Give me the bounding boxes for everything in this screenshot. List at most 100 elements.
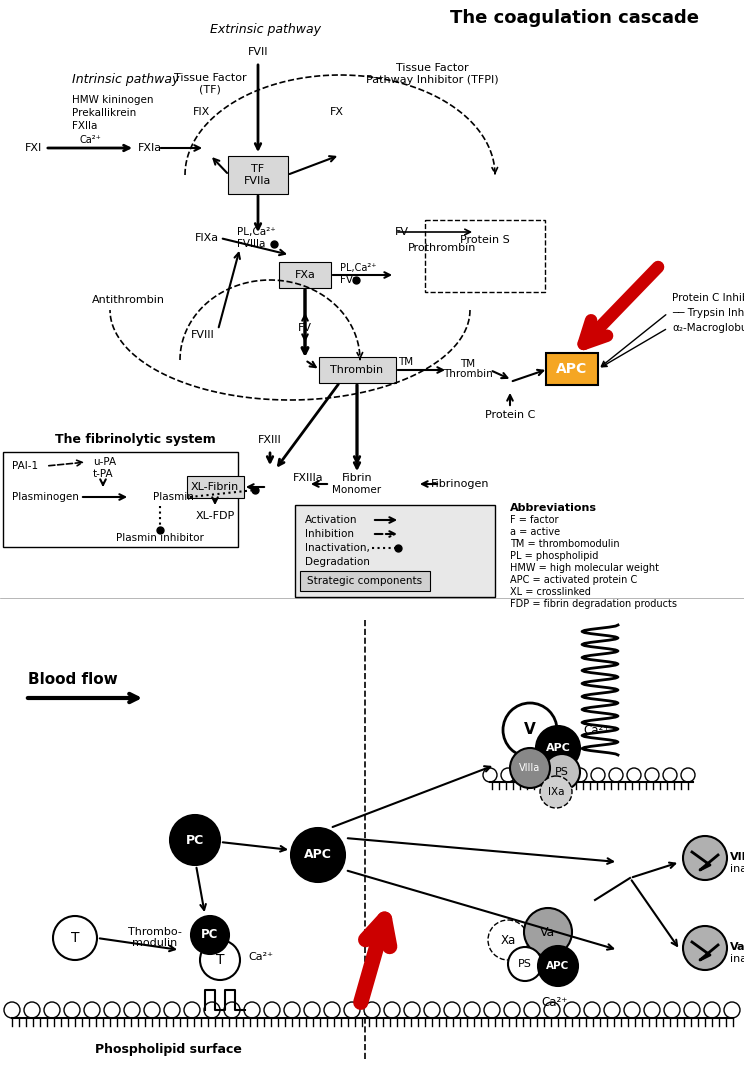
Text: FDP = fibrin degradation products: FDP = fibrin degradation products (510, 599, 677, 610)
Circle shape (540, 776, 572, 808)
Text: FX: FX (330, 108, 344, 117)
Text: PL,Ca²⁺: PL,Ca²⁺ (340, 263, 376, 273)
Text: Degradation: Degradation (305, 557, 370, 567)
Circle shape (224, 1002, 240, 1018)
Text: Plasminogen: Plasminogen (12, 492, 79, 502)
Circle shape (84, 1002, 100, 1018)
Circle shape (573, 768, 587, 782)
Circle shape (704, 1002, 720, 1018)
FancyBboxPatch shape (295, 505, 495, 597)
Text: PL,Ca²⁺: PL,Ca²⁺ (237, 227, 276, 236)
Circle shape (684, 1002, 700, 1018)
FancyBboxPatch shape (425, 220, 545, 292)
Text: Prekallikrein: Prekallikrein (72, 108, 136, 118)
Circle shape (24, 1002, 40, 1018)
Circle shape (64, 1002, 80, 1018)
Text: PC: PC (186, 833, 204, 846)
Text: Fibrin: Fibrin (341, 473, 372, 483)
Text: a = active: a = active (510, 527, 560, 538)
Text: PC: PC (202, 929, 219, 942)
Text: FXa: FXa (295, 270, 315, 280)
Circle shape (324, 1002, 340, 1018)
Text: Antithrombin: Antithrombin (92, 295, 164, 305)
Circle shape (144, 1002, 160, 1018)
Circle shape (536, 726, 580, 770)
Circle shape (164, 1002, 180, 1018)
Text: PS: PS (555, 766, 569, 777)
Text: Intrinsic pathway: Intrinsic pathway (72, 73, 179, 86)
Text: F = factor: F = factor (510, 515, 559, 525)
Text: Ca²⁺: Ca²⁺ (79, 135, 101, 145)
Circle shape (404, 1002, 420, 1018)
Text: Activation: Activation (305, 515, 358, 525)
Text: Ca²⁺: Ca²⁺ (248, 952, 273, 962)
Text: Xa: Xa (501, 933, 516, 946)
Text: FVa: FVa (340, 275, 359, 285)
Text: Protein C: Protein C (485, 410, 535, 420)
Text: (TF): (TF) (199, 85, 221, 95)
Text: FV: FV (395, 227, 409, 236)
Text: T: T (216, 954, 224, 968)
Circle shape (344, 1002, 360, 1018)
FancyBboxPatch shape (318, 357, 396, 383)
Circle shape (604, 1002, 620, 1018)
Text: APC: APC (557, 362, 588, 376)
Circle shape (200, 940, 240, 980)
Text: Thrombin: Thrombin (443, 369, 493, 379)
Text: FVIII: FVIII (191, 330, 215, 340)
Circle shape (44, 1002, 60, 1018)
Text: Monomer: Monomer (333, 485, 382, 494)
Text: TM = thrombomodulin: TM = thrombomodulin (510, 539, 620, 549)
Text: The coagulation cascade: The coagulation cascade (451, 9, 699, 27)
Circle shape (664, 1002, 680, 1018)
Text: APC: APC (304, 848, 332, 861)
Text: TF
FVIIa: TF FVIIa (244, 164, 272, 186)
Circle shape (624, 1002, 640, 1018)
Circle shape (484, 1002, 500, 1018)
Text: Pathway Inhibitor (TFPI): Pathway Inhibitor (TFPI) (366, 75, 498, 85)
Text: Inactivation,: Inactivation, (305, 543, 370, 553)
Text: Ca²⁺: Ca²⁺ (542, 995, 568, 1008)
Text: Plasmin: Plasmin (153, 492, 194, 502)
Circle shape (584, 1002, 600, 1018)
FancyBboxPatch shape (228, 156, 288, 194)
FancyBboxPatch shape (3, 452, 238, 547)
Text: Phospholipid surface: Phospholipid surface (95, 1044, 242, 1057)
Text: V: V (524, 722, 536, 737)
Text: Va: Va (730, 942, 744, 952)
Circle shape (244, 1002, 260, 1018)
Circle shape (384, 1002, 400, 1018)
Circle shape (564, 1002, 580, 1018)
Circle shape (184, 1002, 200, 1018)
Text: modulin: modulin (132, 938, 178, 948)
Circle shape (501, 768, 515, 782)
Circle shape (724, 1002, 740, 1018)
Text: Thrombo-: Thrombo- (128, 927, 182, 937)
Text: Tissue Factor: Tissue Factor (396, 63, 468, 73)
Circle shape (591, 768, 605, 782)
Text: Protein S: Protein S (460, 235, 510, 245)
Text: Thrombin: Thrombin (330, 366, 384, 375)
Text: FV: FV (298, 322, 312, 333)
Text: FXIIIa: FXIIIa (293, 473, 324, 483)
Text: HMW = high molecular weight: HMW = high molecular weight (510, 563, 659, 573)
Text: FVIIIa: FVIIIa (237, 239, 266, 249)
Text: t-PA: t-PA (93, 469, 114, 479)
Text: ── Trypsin Inhibitor: ── Trypsin Inhibitor (672, 309, 744, 318)
Circle shape (683, 836, 727, 880)
Text: PS: PS (518, 959, 532, 969)
Circle shape (53, 916, 97, 960)
Text: α₂-Macroglobulin: α₂-Macroglobulin (672, 322, 744, 333)
Circle shape (609, 768, 623, 782)
Text: APC: APC (546, 961, 570, 971)
Text: APC: APC (545, 743, 571, 752)
Circle shape (544, 1002, 560, 1018)
Circle shape (524, 908, 572, 956)
Circle shape (504, 1002, 520, 1018)
Text: FXIa: FXIa (138, 143, 162, 153)
FancyBboxPatch shape (187, 476, 243, 498)
Circle shape (503, 703, 557, 757)
Text: inactive: inactive (730, 864, 744, 874)
Circle shape (681, 768, 695, 782)
Text: VIIIa: VIIIa (730, 852, 744, 862)
